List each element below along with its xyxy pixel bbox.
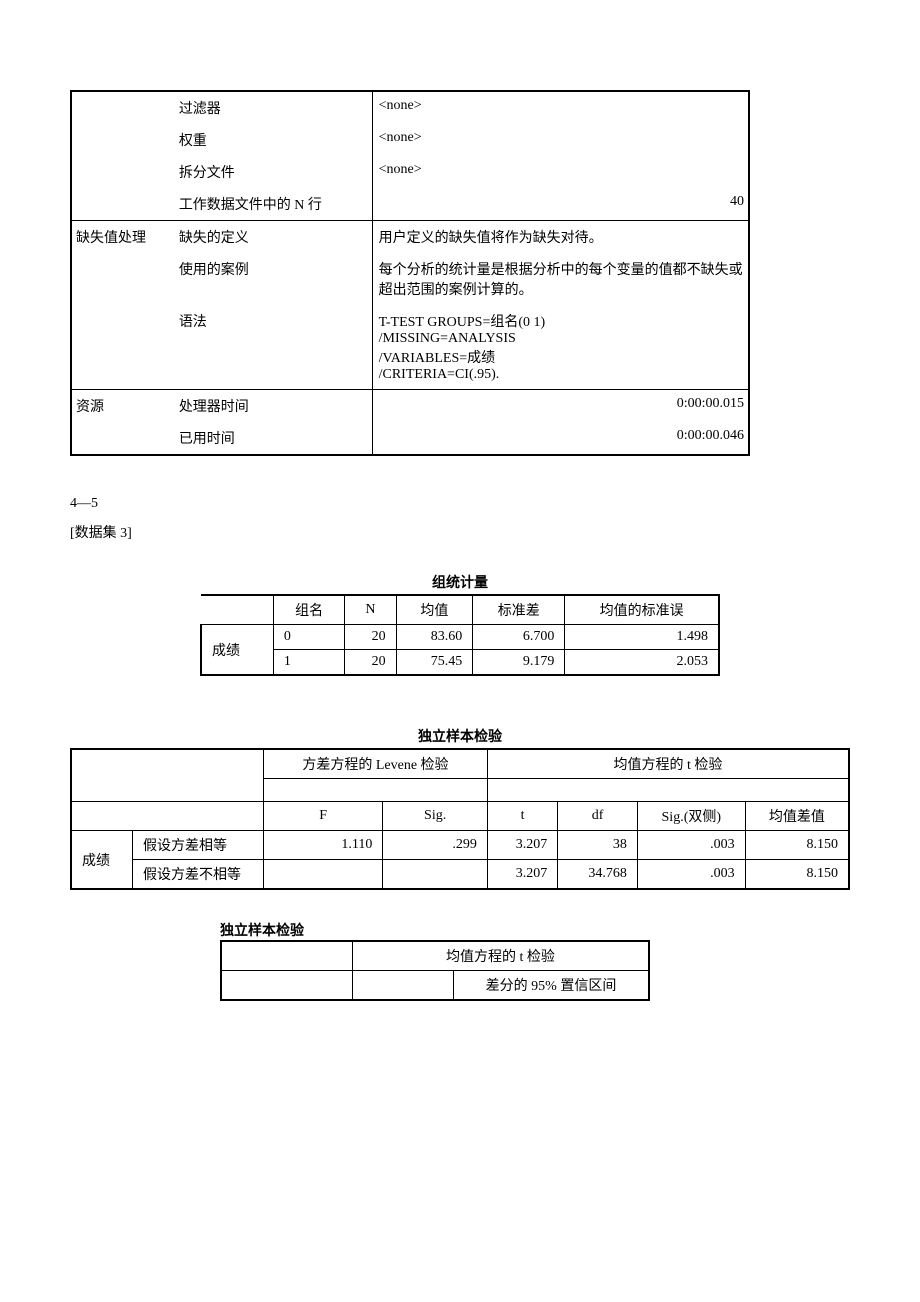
info-value: <none> xyxy=(372,124,749,156)
indep1-title: 独立样本检验 xyxy=(70,726,850,746)
cell: 34.768 xyxy=(558,860,638,890)
section-line1: 4—5 xyxy=(70,496,850,512)
info-cat xyxy=(71,91,175,124)
info-cat: 资源 xyxy=(71,390,175,423)
cell: 38 xyxy=(558,831,638,860)
section-line2: [数据集 3] xyxy=(70,522,850,542)
h2: 差分的 95% 置信区间 xyxy=(454,971,650,1001)
cell: 1.110 xyxy=(264,831,383,860)
assume: 假设方差相等 xyxy=(133,831,264,860)
info-cat xyxy=(71,422,175,455)
info-label: 权重 xyxy=(175,124,372,156)
info-label: 处理器时间 xyxy=(175,390,372,423)
ttest-header: 均值方程的 t 检验 xyxy=(487,749,849,779)
cell xyxy=(264,860,383,890)
cell: 8.150 xyxy=(745,831,849,860)
cell: 20 xyxy=(345,650,396,676)
info-label: 语法 xyxy=(175,305,372,390)
info-row: 已用时间0:00:00.046 xyxy=(71,422,749,455)
info-value: T-TEST GROUPS=组名(0 1) /MISSING=ANALYSIS … xyxy=(372,305,749,390)
col-sd: 标准差 xyxy=(473,595,565,625)
info-cat xyxy=(71,305,175,390)
cell: 6.700 xyxy=(473,625,565,650)
row-label: 成绩 xyxy=(71,831,133,890)
indep1-table: 方差方程的 Levene 检验 均值方程的 t 检验 F Sig. t df S… xyxy=(70,748,850,890)
info-value: <none> xyxy=(372,156,749,188)
cell: 20 xyxy=(345,625,396,650)
info-label: 过滤器 xyxy=(175,91,372,124)
info-row: 语法T-TEST GROUPS=组名(0 1) /MISSING=ANALYSI… xyxy=(71,305,749,390)
levene-header: 方差方程的 Levene 检验 xyxy=(264,749,488,779)
sub: Sig.(双侧) xyxy=(637,802,745,831)
info-cat xyxy=(71,156,175,188)
sub: Sig. xyxy=(383,802,488,831)
info-row: 过滤器<none> xyxy=(71,91,749,124)
row-label: 成绩 xyxy=(201,625,273,676)
cell: 1 xyxy=(273,650,345,676)
cell: 9.179 xyxy=(473,650,565,676)
cell: 75.45 xyxy=(396,650,473,676)
info-cat: 缺失值处理 xyxy=(71,221,175,254)
info-table: 过滤器<none>权重<none>拆分文件<none>工作数据文件中的 N 行4… xyxy=(70,90,750,456)
cell: .003 xyxy=(637,831,745,860)
info-value: 0:00:00.015 xyxy=(372,390,749,423)
info-label: 拆分文件 xyxy=(175,156,372,188)
info-row: 工作数据文件中的 N 行40 xyxy=(71,188,749,221)
cell: .003 xyxy=(637,860,745,890)
cell: 3.207 xyxy=(487,831,557,860)
h1: 均值方程的 t 检验 xyxy=(353,941,650,971)
assume: 假设方差不相等 xyxy=(133,860,264,890)
info-cat xyxy=(71,124,175,156)
info-row: 资源处理器时间0:00:00.015 xyxy=(71,390,749,423)
info-label: 工作数据文件中的 N 行 xyxy=(175,188,372,221)
cell: 3.207 xyxy=(487,860,557,890)
group-stats-table: 组名 N 均值 标准差 均值的标准误 成绩 0 20 83.60 6.700 1… xyxy=(200,594,720,676)
cell: .299 xyxy=(383,831,488,860)
cell: 0 xyxy=(273,625,345,650)
info-value: 40 xyxy=(372,188,749,221)
sub: t xyxy=(487,802,557,831)
info-value: 每个分析的统计量是根据分析中的每个变量的值都不缺失或超出范围的案例计算的。 xyxy=(372,253,749,305)
info-row: 缺失值处理缺失的定义用户定义的缺失值将作为缺失对待。 xyxy=(71,221,749,254)
col-group: 组名 xyxy=(273,595,345,625)
info-row: 使用的案例每个分析的统计量是根据分析中的每个变量的值都不缺失或超出范围的案例计算… xyxy=(71,253,749,305)
indep2-table: 均值方程的 t 检验 差分的 95% 置信区间 xyxy=(220,940,650,1001)
info-value: 0:00:00.046 xyxy=(372,422,749,455)
cell: 8.150 xyxy=(745,860,849,890)
cell: 2.053 xyxy=(565,650,719,676)
info-label: 缺失的定义 xyxy=(175,221,372,254)
cell: 83.60 xyxy=(396,625,473,650)
cell: 1.498 xyxy=(565,625,719,650)
info-cat xyxy=(71,188,175,221)
info-value: <none> xyxy=(372,91,749,124)
info-value: 用户定义的缺失值将作为缺失对待。 xyxy=(372,221,749,254)
info-row: 拆分文件<none> xyxy=(71,156,749,188)
sub: 均值差值 xyxy=(745,802,849,831)
group-stats-title: 组统计量 xyxy=(200,572,720,592)
col-se: 均值的标准误 xyxy=(565,595,719,625)
indep2-title: 独立样本检验 xyxy=(220,920,850,940)
sub: F xyxy=(264,802,383,831)
info-cat xyxy=(71,253,175,305)
info-label: 使用的案例 xyxy=(175,253,372,305)
col-n: N xyxy=(345,595,396,625)
col-mean: 均值 xyxy=(396,595,473,625)
info-row: 权重<none> xyxy=(71,124,749,156)
info-label: 已用时间 xyxy=(175,422,372,455)
cell xyxy=(383,860,488,890)
sub: df xyxy=(558,802,638,831)
